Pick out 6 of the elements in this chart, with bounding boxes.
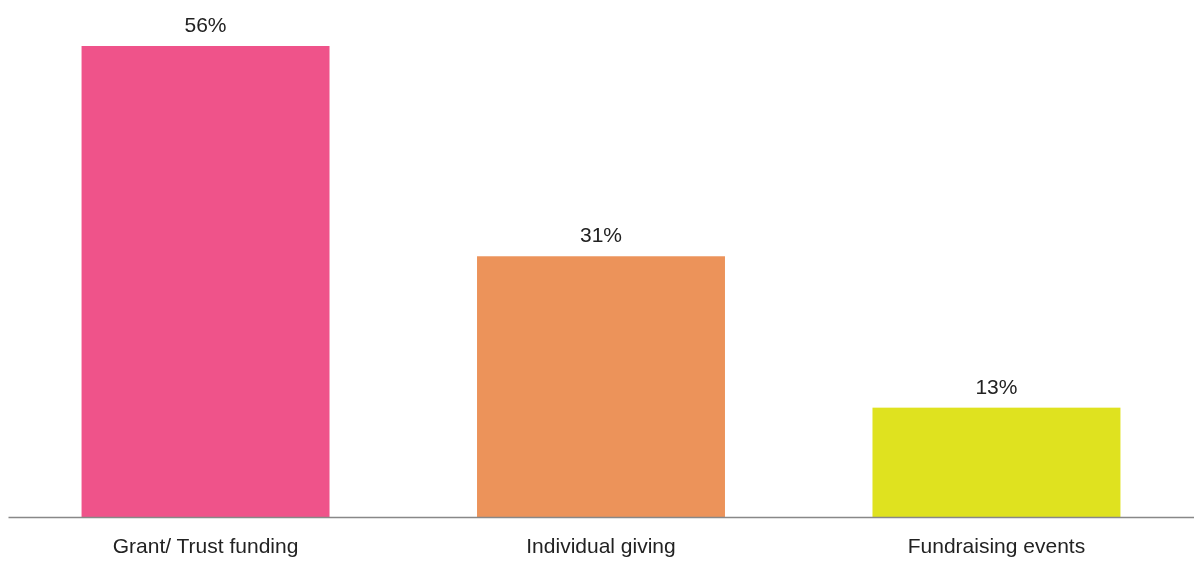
x-tick-label: Fundraising events — [907, 533, 1086, 557]
data-label: 56% — [184, 13, 227, 36]
data-label: 13% — [975, 374, 1018, 398]
x-tick-label: Individual giving — [526, 533, 676, 557]
data-label: 31% — [579, 223, 623, 247]
x-tick-label: Grant/ Trust funding — [112, 533, 299, 557]
